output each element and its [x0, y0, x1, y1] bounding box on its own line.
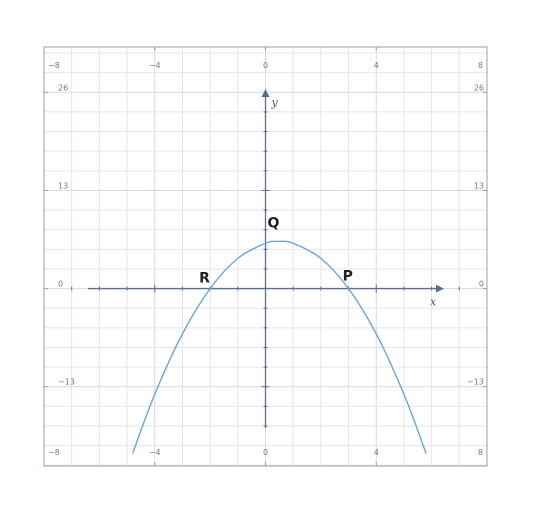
curve-layer	[131, 240, 427, 454]
x-tick-label-top: 0	[263, 61, 268, 70]
y-tick-label-left: −13	[58, 378, 75, 387]
y-axis-arrow	[261, 89, 270, 97]
point-labels: R Q P	[199, 215, 353, 286]
x-tick-label-top: −8	[48, 61, 60, 70]
y-tick-label-left: 13	[58, 181, 68, 190]
x-tick-label-bottom: −4	[149, 448, 161, 457]
x-tick-label-bottom: −8	[48, 448, 60, 457]
x-axis-arrow	[436, 284, 444, 293]
x-tick-label-top: −4	[149, 61, 161, 70]
y-tick-label-right: 13	[474, 181, 484, 190]
x-tick-label-bottom: 4	[374, 448, 379, 457]
y-axis-label: y	[271, 96, 279, 109]
y-tick-label-right: 0	[479, 280, 484, 289]
y-tick-label-left: 0	[58, 280, 63, 289]
x-tick-label-bottom: 0	[263, 448, 268, 457]
axes: xy	[71, 89, 460, 428]
point-label-r: R	[199, 271, 210, 287]
y-tick-label-right: 26	[474, 83, 484, 92]
y-tick-label-left: 26	[58, 83, 68, 92]
x-tick-label-bottom: 8	[478, 448, 483, 457]
x-tick-label-top: 4	[374, 61, 379, 70]
x-axis-label: x	[430, 296, 437, 309]
point-label-q: Q	[268, 215, 280, 231]
tick-labels: −8 −8 −4 −4 0 0 4 4 8 8 26 26 13 13 0 0 −13 −13	[43, 47, 488, 466]
point-label-p: P	[343, 269, 353, 285]
parabola-curve	[131, 240, 427, 454]
x-tick-label-top: 8	[478, 61, 483, 70]
y-tick-label-right: −13	[467, 378, 484, 387]
